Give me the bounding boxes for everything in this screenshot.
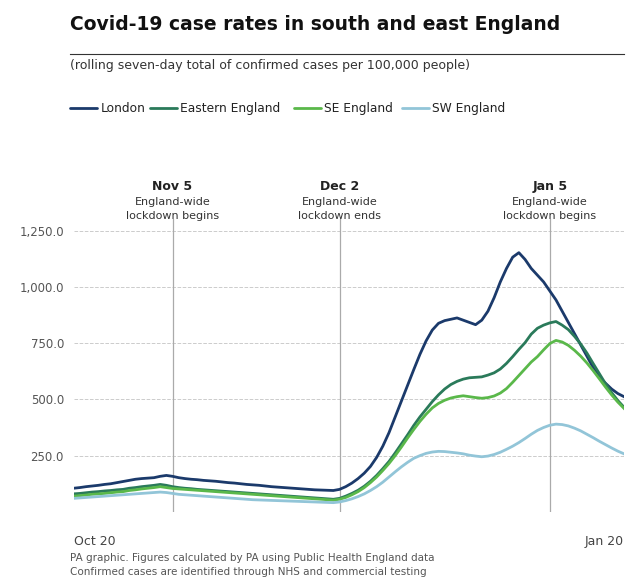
Text: PA graphic. Figures calculated by PA using Public Health England data: PA graphic. Figures calculated by PA usi… — [70, 553, 435, 563]
Text: (rolling seven-day total of confirmed cases per 100,000 people): (rolling seven-day total of confirmed ca… — [70, 58, 470, 71]
Text: England-wide
lockdown begins: England-wide lockdown begins — [126, 197, 219, 221]
Text: Covid-19 case rates in south and east England: Covid-19 case rates in south and east En… — [70, 15, 561, 33]
Text: Oct 20: Oct 20 — [74, 535, 115, 548]
Text: Dec 2: Dec 2 — [320, 180, 359, 193]
Text: Jan 20: Jan 20 — [585, 535, 624, 548]
Text: Eastern England: Eastern England — [180, 102, 281, 115]
Text: SW England: SW England — [432, 102, 505, 115]
Text: England-wide
lockdown ends: England-wide lockdown ends — [298, 197, 381, 221]
Text: SE England: SE England — [324, 102, 393, 115]
Text: England-wide
lockdown begins: England-wide lockdown begins — [503, 197, 596, 221]
Text: London: London — [100, 102, 145, 115]
Text: Jan 5: Jan 5 — [532, 180, 567, 193]
Text: Nov 5: Nov 5 — [152, 180, 193, 193]
Text: Confirmed cases are identified through NHS and commercial testing: Confirmed cases are identified through N… — [70, 567, 427, 577]
